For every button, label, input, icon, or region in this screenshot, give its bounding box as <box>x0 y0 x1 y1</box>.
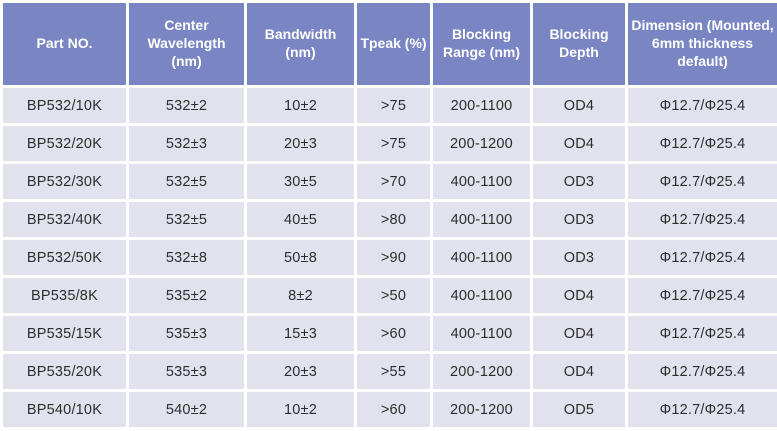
cell-blocking-depth: OD4 <box>530 313 628 354</box>
column-header-bandwidth: Bandwidth (nm) <box>244 0 357 88</box>
cell-tpeak: >60 <box>354 389 433 430</box>
table-row: BP540/10K 540±2 10±2 >60 200-1200 OD5 Φ12.7/Φ2… <box>0 389 777 430</box>
cell-blocking-depth: OD4 <box>530 351 628 392</box>
table-row: BP532/40K 532±5 40±5 >80 400-1100 OD3 Φ12.7/Φ2… <box>0 199 777 240</box>
cell-blocking-range: 400-1100 <box>430 313 533 354</box>
table-body: BP532/10K 532±2 10±2 >75 200-1100 OD4 Φ12.7/Φ2… <box>0 85 777 430</box>
cell-dimension: Φ12.7/Φ25.4 <box>625 199 777 240</box>
cell-blocking-range: 400-1100 <box>430 199 533 240</box>
column-header-dimension: Dimension (Mounted, 6mm thickness defaul… <box>625 0 777 88</box>
cell-dimension: Φ12.7/Φ25.4 <box>625 389 777 430</box>
cell-blocking-depth: OD3 <box>530 199 628 240</box>
cell-dimension: Φ12.7/Φ25.4 <box>625 161 777 202</box>
cell-bandwidth: 50±8 <box>244 237 357 278</box>
cell-part-no: BP535/15K <box>0 313 129 354</box>
cell-tpeak: >75 <box>354 123 433 164</box>
cell-dimension: Φ12.7/Φ25.4 <box>625 123 777 164</box>
cell-bandwidth: 10±2 <box>244 389 357 430</box>
cell-bandwidth: 30±5 <box>244 161 357 202</box>
column-header-tpeak: Tpeak (%) <box>354 0 433 88</box>
cell-blocking-range: 200-1200 <box>430 351 533 392</box>
table-row: BP535/20K 535±3 20±3 >55 200-1200 OD4 Φ12.7/Φ2… <box>0 351 777 392</box>
table-row: BP532/10K 532±2 10±2 >75 200-1100 OD4 Φ12.7/Φ2… <box>0 85 777 126</box>
cell-center-wavelength: 532±5 <box>126 199 247 240</box>
cell-dimension: Φ12.7/Φ25.4 <box>625 351 777 392</box>
cell-bandwidth: 8±2 <box>244 275 357 316</box>
cell-dimension: Φ12.7/Φ25.4 <box>625 313 777 354</box>
table-row: BP532/20K 532±3 20±3 >75 200-1200 OD4 Φ12.7/Φ2… <box>0 123 777 164</box>
cell-dimension: Φ12.7/Φ25.4 <box>625 85 777 126</box>
table-header: Part NO. Center Wavelength (nm) Bandwidt… <box>0 0 777 88</box>
cell-blocking-depth: OD4 <box>530 85 628 126</box>
cell-part-no: BP532/40K <box>0 199 129 240</box>
cell-tpeak: >75 <box>354 85 433 126</box>
column-header-blocking-range: Blocking Range (nm) <box>430 0 533 88</box>
cell-blocking-range: 400-1100 <box>430 275 533 316</box>
cell-blocking-range: 200-1100 <box>430 85 533 126</box>
column-header-center-wavelength: Center Wavelength (nm) <box>126 0 247 88</box>
cell-blocking-depth: OD4 <box>530 275 628 316</box>
table-row: BP532/30K 532±5 30±5 >70 400-1100 OD3 Φ12.7/Φ2… <box>0 161 777 202</box>
cell-tpeak: >70 <box>354 161 433 202</box>
cell-tpeak: >80 <box>354 199 433 240</box>
cell-tpeak: >90 <box>354 237 433 278</box>
cell-part-no: BP532/20K <box>0 123 129 164</box>
cell-bandwidth: 20±3 <box>244 123 357 164</box>
table-row: BP535/8K 535±2 8±2 >50 400-1100 OD4 Φ12.7/Φ25.… <box>0 275 777 316</box>
cell-dimension: Φ12.7/Φ25.4 <box>625 275 777 316</box>
cell-bandwidth: 10±2 <box>244 85 357 126</box>
cell-part-no: BP540/10K <box>0 389 129 430</box>
cell-center-wavelength: 532±5 <box>126 161 247 202</box>
cell-part-no: BP532/50K <box>0 237 129 278</box>
cell-bandwidth: 20±3 <box>244 351 357 392</box>
cell-part-no: BP532/10K <box>0 85 129 126</box>
header-row: Part NO. Center Wavelength (nm) Bandwidt… <box>0 0 777 88</box>
cell-blocking-depth: OD4 <box>530 123 628 164</box>
cell-center-wavelength: 532±2 <box>126 85 247 126</box>
cell-bandwidth: 40±5 <box>244 199 357 240</box>
cell-bandwidth: 15±3 <box>244 313 357 354</box>
column-header-part-no: Part NO. <box>0 0 129 88</box>
cell-blocking-depth: OD3 <box>530 161 628 202</box>
cell-tpeak: >55 <box>354 351 433 392</box>
cell-center-wavelength: 532±8 <box>126 237 247 278</box>
cell-tpeak: >60 <box>354 313 433 354</box>
cell-tpeak: >50 <box>354 275 433 316</box>
cell-part-no: BP535/8K <box>0 275 129 316</box>
cell-center-wavelength: 535±3 <box>126 313 247 354</box>
cell-center-wavelength: 540±2 <box>126 389 247 430</box>
table-row: BP535/15K 535±3 15±3 >60 400-1100 OD4 Φ12.7/Φ2… <box>0 313 777 354</box>
cell-blocking-depth: OD5 <box>530 389 628 430</box>
cell-part-no: BP532/30K <box>0 161 129 202</box>
column-header-blocking-depth: Blocking Depth <box>530 0 628 88</box>
cell-part-no: BP535/20K <box>0 351 129 392</box>
cell-dimension: Φ12.7/Φ25.4 <box>625 237 777 278</box>
cell-blocking-range: 400-1100 <box>430 161 533 202</box>
cell-blocking-range: 200-1200 <box>430 123 533 164</box>
cell-blocking-depth: OD3 <box>530 237 628 278</box>
cell-center-wavelength: 535±2 <box>126 275 247 316</box>
table-row: BP532/50K 532±8 50±8 >90 400-1100 OD3 Φ12.7/Φ2… <box>0 237 777 278</box>
cell-blocking-range: 200-1200 <box>430 389 533 430</box>
cell-center-wavelength: 532±3 <box>126 123 247 164</box>
cell-blocking-range: 400-1100 <box>430 237 533 278</box>
cell-center-wavelength: 535±3 <box>126 351 247 392</box>
